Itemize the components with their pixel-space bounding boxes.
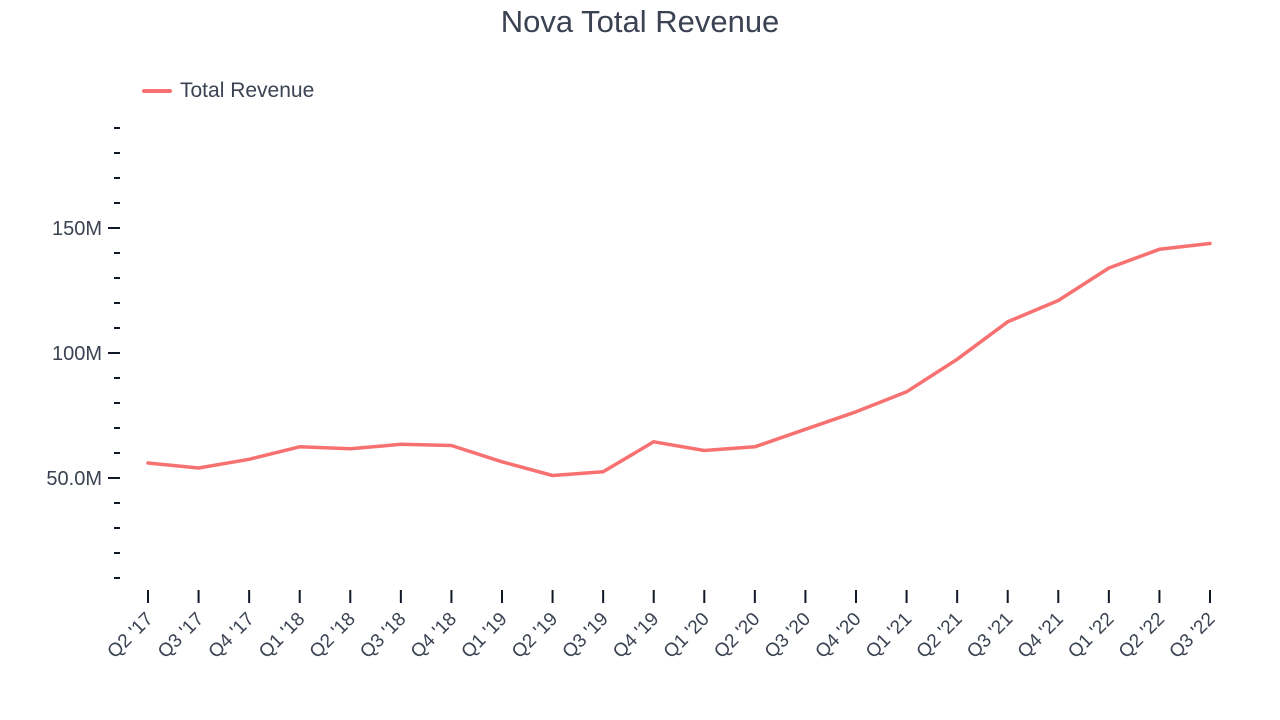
- data-point: [652, 440, 656, 444]
- x-tick-label: Q4 '20: [812, 609, 866, 663]
- data-point: [905, 390, 909, 394]
- data-point: [1208, 242, 1212, 245]
- x-tick-label: Q1 '22: [1064, 609, 1118, 663]
- x-tick-label: Q2 '18: [306, 609, 360, 663]
- y-tick-label: 100M: [52, 343, 102, 365]
- data-point: [298, 445, 302, 449]
- x-tick-label: Q4 '19: [609, 609, 663, 663]
- x-tick-label: Q1 '21: [862, 609, 916, 663]
- x-tick-label: Q4 '17: [205, 609, 259, 663]
- legend-label: Total Revenue: [180, 79, 315, 102]
- x-tick-label: Q3 '22: [1166, 609, 1220, 663]
- data-point: [449, 444, 453, 447]
- x-tick-label: Q3 '19: [559, 609, 613, 663]
- x-tick-label: Q1 '18: [255, 609, 309, 663]
- x-tick-label: Q4 '18: [407, 609, 461, 663]
- data-point: [1107, 266, 1111, 270]
- data-point: [803, 427, 807, 431]
- data-point: [1056, 299, 1060, 302]
- data-point: [955, 357, 959, 361]
- data-point: [247, 457, 251, 461]
- series-line-total-revenue: [146, 241, 1212, 478]
- data-point: [146, 461, 150, 465]
- x-tick-label: Q2 '20: [710, 609, 764, 663]
- x-tick-label: Q2 '22: [1115, 609, 1169, 663]
- y-tick-label: 50.0M: [46, 468, 102, 490]
- data-point: [854, 410, 858, 414]
- data-point: [1006, 320, 1010, 324]
- data-point: [551, 474, 555, 477]
- legend: Total Revenue: [142, 79, 314, 103]
- data-point: [399, 442, 403, 446]
- data-point: [601, 470, 605, 474]
- x-tick-label: Q3 '18: [356, 609, 410, 663]
- y-tick-label: 150M: [52, 218, 102, 240]
- chart-title: Nova Total Revenue: [500, 4, 780, 39]
- data-point: [500, 460, 504, 464]
- data-point: [348, 447, 352, 451]
- x-tick-label: Q4 '21: [1014, 609, 1068, 663]
- x-tick-label: Q1 '19: [458, 609, 512, 663]
- x-tick-label: Q2 '21: [913, 609, 967, 663]
- data-point: [753, 445, 757, 449]
- x-tick-label: Q1 '20: [660, 609, 714, 663]
- x-tick-label: Q3 '17: [154, 609, 208, 663]
- x-tick-label: Q3 '21: [963, 609, 1017, 663]
- legend-swatch: [142, 89, 172, 93]
- x-tick-label: Q2 '19: [508, 609, 562, 663]
- data-point: [197, 466, 201, 470]
- data-point: [1157, 247, 1161, 251]
- x-tick-label: Q2 '17: [104, 609, 158, 663]
- data-point: [702, 449, 706, 452]
- x-tick-label: Q3 '20: [761, 609, 815, 663]
